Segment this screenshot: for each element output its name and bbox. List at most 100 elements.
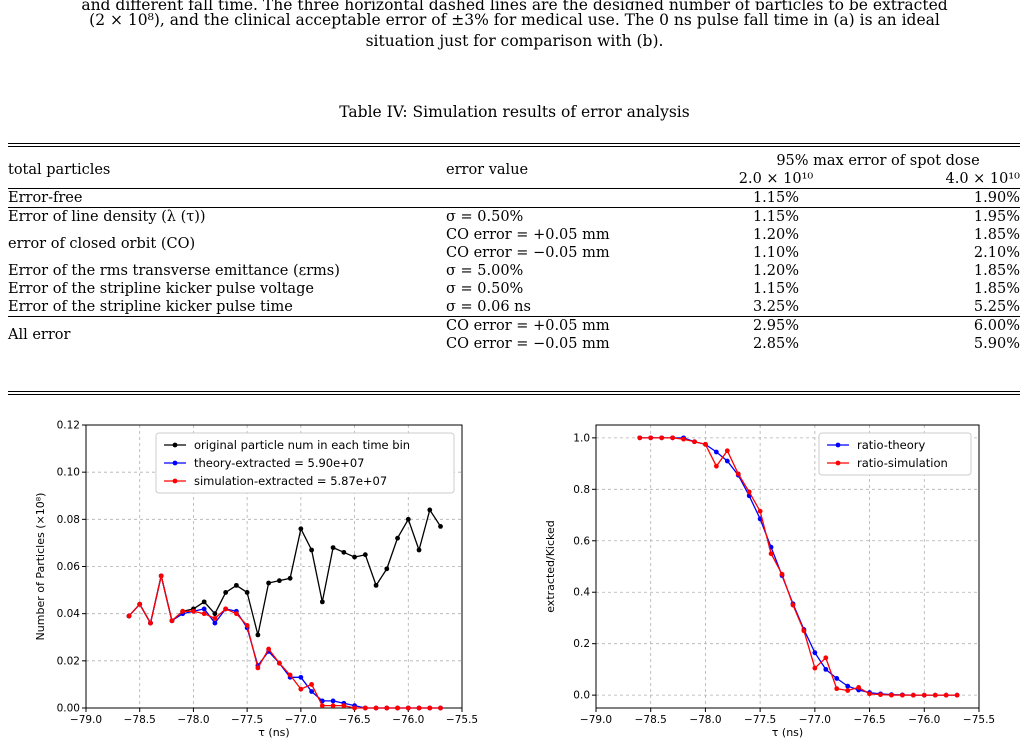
- data-point: [790, 602, 796, 608]
- data-point: [223, 590, 229, 595]
- x-tick-label: −77.0: [799, 714, 831, 726]
- x-tick-label: −77.5: [231, 714, 263, 726]
- table-row: Error of the rms transverse emittance (ε…: [8, 262, 1020, 280]
- data-point: [330, 703, 336, 709]
- data-point: [834, 686, 840, 692]
- series-line: [128, 575, 441, 709]
- data-point: [735, 471, 741, 477]
- header-dose-a: 2.0 × 10¹⁰: [738, 171, 814, 187]
- x-tick-label: −75.5: [963, 714, 995, 726]
- row-dose-a: 1.10%: [752, 245, 800, 261]
- series-line: [128, 508, 442, 636]
- y-tick-label: 0.10: [57, 467, 80, 479]
- x-tick-label: −76.0: [392, 714, 424, 726]
- data-point: [212, 620, 218, 626]
- data-point: [724, 448, 730, 454]
- legend-label: ratio-theory: [857, 438, 926, 452]
- y-tick-label: 0.8: [573, 484, 590, 496]
- row-dose-a: 1.15%: [752, 281, 800, 297]
- data-point: [878, 692, 883, 698]
- data-point: [266, 646, 272, 652]
- row-dose-a: 1.15%: [676, 188, 876, 208]
- table-row: All error CO error = +0.05 mm 2.95% 6.00%: [8, 316, 1020, 353]
- row-error-value: CO error = −0.05 mm: [446, 336, 610, 352]
- header-spot-dose: 95% max error of spot dose: [776, 153, 980, 169]
- row-dose-b: 1.90%: [876, 188, 1020, 208]
- data-point: [180, 608, 186, 614]
- data-point: [148, 620, 153, 626]
- error-analysis-table: total particles error value 95% max erro…: [8, 152, 1020, 353]
- data-point: [298, 526, 304, 532]
- data-point: [812, 650, 818, 656]
- data-point: [362, 552, 368, 558]
- data-point: [319, 599, 325, 605]
- y-tick-label: 0.08: [57, 514, 80, 526]
- data-point: [137, 601, 143, 607]
- data-point: [126, 613, 132, 619]
- x-tick-label: −78.5: [124, 714, 156, 726]
- data-point: [779, 571, 785, 577]
- row-dose-b: 6.00%: [876, 316, 1020, 335]
- y-tick-label: 0.02: [57, 655, 80, 667]
- row-dose-a: 1.20%: [752, 263, 800, 279]
- data-point: [724, 458, 730, 464]
- row-label: Error of line density (λ (τ)): [8, 207, 446, 226]
- data-point: [692, 439, 697, 445]
- x-tick-label: −78.0: [689, 714, 721, 726]
- legend-label: original particle num in each time bin: [194, 438, 410, 452]
- row-dose-b: 2.10%: [973, 245, 1020, 261]
- data-point: [943, 692, 949, 698]
- y-axis-label: extracted/Kicked: [544, 520, 557, 613]
- data-point: [713, 449, 719, 455]
- data-point: [169, 618, 175, 624]
- plot-frame: [85, 424, 463, 709]
- data-point: [234, 611, 239, 617]
- row-dose-b: 5.25%: [973, 299, 1020, 315]
- data-point: [801, 628, 807, 634]
- row-dose-a: 1.20%: [752, 227, 800, 243]
- data-point: [373, 705, 379, 711]
- data-point: [362, 705, 368, 711]
- data-point: [438, 705, 443, 711]
- data-point: [910, 692, 916, 698]
- data-point: [244, 623, 250, 628]
- data-point: [276, 578, 282, 584]
- y-tick-label: 0.12: [57, 420, 80, 432]
- row-error-value: CO error = +0.05 mm: [446, 316, 676, 335]
- data-point: [384, 705, 390, 711]
- caption-line-3: situation just for comparison with (b).: [365, 32, 664, 50]
- data-point: [201, 599, 207, 605]
- table-top-rule-2: [8, 146, 1020, 147]
- series-line: [128, 575, 441, 709]
- data-point: [191, 608, 196, 614]
- data-point: [856, 685, 862, 690]
- row-error-value: CO error = −0.05 mm: [446, 245, 610, 261]
- row-dose-b: 1.95%: [876, 207, 1020, 226]
- data-point: [900, 692, 905, 698]
- plot-frame: [595, 424, 980, 709]
- data-point: [309, 682, 314, 687]
- row-error-value: σ = 5.00%: [446, 263, 524, 279]
- data-point: [713, 463, 719, 469]
- data-point: [201, 606, 207, 612]
- legend-marker: [172, 478, 178, 484]
- y-tick-label: 0.2: [573, 638, 590, 650]
- data-point: [234, 582, 239, 588]
- data-point: [352, 705, 357, 711]
- data-point: [298, 686, 304, 692]
- data-point: [746, 489, 752, 495]
- data-point: [757, 508, 763, 514]
- row-error-value: σ = 0.50%: [446, 207, 676, 226]
- data-point: [416, 705, 422, 711]
- x-axis-label: τ (ns): [772, 726, 803, 739]
- data-point: [287, 575, 293, 581]
- x-tick-label: −78.0: [177, 714, 209, 726]
- row-dose-b: 5.90%: [973, 336, 1020, 352]
- y-tick-label: 0.4: [573, 587, 590, 599]
- data-point: [395, 705, 400, 711]
- row-label: Error-free: [8, 188, 446, 208]
- legend-marker: [172, 442, 178, 448]
- data-point: [845, 688, 851, 693]
- data-point: [244, 590, 250, 595]
- data-point: [867, 691, 872, 697]
